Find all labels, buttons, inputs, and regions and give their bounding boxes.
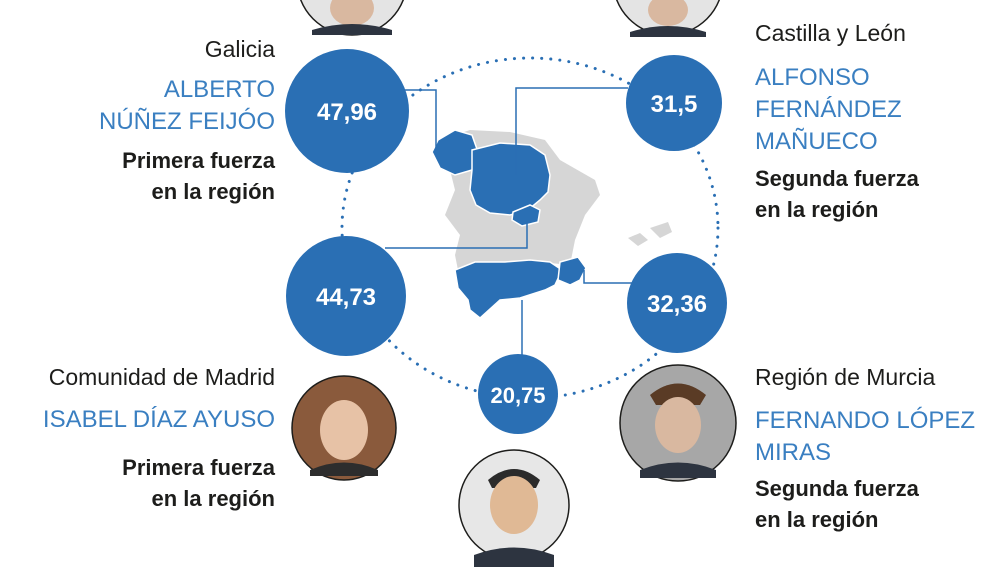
- bubble-murcia: 32,36: [627, 253, 727, 353]
- map-galicia: [431, 129, 479, 176]
- map-islands: [628, 222, 672, 246]
- portraits: [291, 0, 737, 567]
- portrait-lopez-miras: [619, 364, 737, 482]
- bubble-andalucia: 20,75: [478, 354, 558, 434]
- position-text-castilla-leon: Segunda fuerza en la región: [755, 166, 919, 222]
- region-label-castilla-leon: Castilla y León: [755, 20, 906, 46]
- bubble-circle: [285, 49, 409, 173]
- portrait-ayuso: [291, 375, 397, 481]
- map-castilla-leon: [469, 142, 551, 216]
- leader-line-madrid: [385, 222, 528, 249]
- bubble-castilla-leon: 31,5: [626, 55, 722, 151]
- leader-name-galicia: ALBERTO NÚÑEZ FEIJÓO: [98, 76, 275, 135]
- position-text-murcia: Segunda fuerza en la región: [755, 476, 919, 532]
- bubble-galicia: 47,96: [285, 49, 409, 173]
- portrait-feijoo: [299, 0, 405, 36]
- bubble-value: 44,73: [316, 284, 376, 311]
- portrait-manueco: [615, 0, 721, 37]
- region-label-murcia: Región de Murcia: [755, 364, 936, 390]
- bubble-madrid: 44,73: [286, 236, 406, 356]
- bubble-circle: [478, 354, 558, 434]
- leader-line-murcia: [583, 270, 632, 284]
- bubble-value: 31,5: [651, 91, 698, 118]
- position-text-galicia: Primera fuerza en la región: [122, 148, 275, 204]
- portrait-andalucia-leader: [458, 449, 570, 567]
- bubble-circle: [286, 236, 406, 356]
- bubble-value: 20,75: [490, 383, 545, 408]
- leader-name-murcia: FERNANDO LÓPEZ MIRAS: [755, 407, 976, 466]
- region-label-madrid: Comunidad de Madrid: [48, 364, 275, 390]
- position-text-madrid: Primera fuerza en la región: [122, 455, 275, 511]
- leader-name-castilla-leon: ALFONSO FERNÁNDEZ MAÑUECO: [755, 64, 902, 155]
- leader-line-castilla-leon: [515, 87, 628, 175]
- bubble-value: 32,36: [647, 291, 707, 318]
- map-andalucia: [454, 259, 563, 319]
- region-label-galicia: Galicia: [204, 36, 275, 62]
- value-bubbles: 47,96 31,5 44,73 32,36 20,75: [285, 49, 727, 434]
- spain-map: [431, 129, 672, 319]
- bubble-value: 47,96: [317, 99, 377, 126]
- map-madrid: [511, 204, 541, 227]
- map-murcia: [557, 256, 587, 286]
- bubble-circle: [626, 55, 722, 151]
- bubble-circle: [627, 253, 727, 353]
- leader-name-madrid: ISABEL DÍAZ AYUSO: [42, 406, 275, 433]
